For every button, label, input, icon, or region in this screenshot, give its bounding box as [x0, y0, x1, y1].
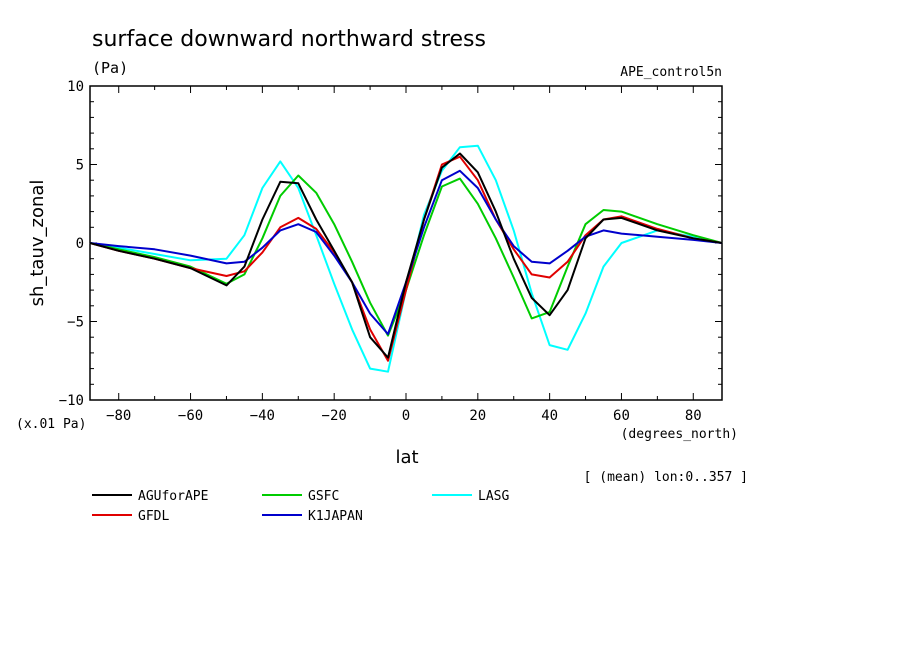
y-axis-label: sh_tauv_zonal [27, 180, 48, 307]
x-tick-label: 80 [685, 408, 702, 424]
x-tick-label: −40 [250, 408, 275, 424]
legend: AGUforAPE GFDL GSFC LASG K1JAPAN [92, 489, 509, 524]
series-line-gsfc [89, 174, 723, 337]
mean-note: [ (mean) lon:0..357 ] [584, 470, 748, 485]
legend-label-k1japan: K1JAPAN [308, 509, 363, 524]
run-label: APE_control5n [620, 65, 722, 80]
legend-label-gsfc: GSFC [308, 489, 339, 504]
x-tick-label: −60 [178, 408, 203, 424]
y-tick-label: 10 [67, 79, 84, 95]
x-tick-label: −20 [322, 408, 347, 424]
x-tick-label: −80 [106, 408, 131, 424]
chart-title: surface downward northward stress [92, 27, 486, 52]
y-tick-label: −5 [67, 315, 84, 331]
x-tick-label: 40 [541, 408, 558, 424]
series-line-aguforape [89, 152, 723, 359]
units-label: (Pa) [92, 59, 128, 77]
plot-area: −80 −60 −40 −20 0 20 40 60 80 −10 −5 0 5 10 [59, 79, 723, 424]
legend-label-aguforape: AGUforAPE [138, 489, 208, 504]
legend-label-lasg: LASG [478, 489, 509, 504]
x-axis-label: lat [395, 447, 418, 468]
x-tick-label: 20 [469, 408, 486, 424]
x-tick-label: 60 [613, 408, 630, 424]
y-tick-label: −10 [59, 393, 84, 409]
plot-frame [89, 85, 723, 401]
series-line-k1japan [89, 169, 723, 336]
x-tick-label: 0 [402, 408, 410, 424]
y-tick-label: 0 [76, 236, 84, 252]
legend-label-gfdl: GFDL [138, 509, 169, 524]
x-axis-units: (degrees_north) [621, 427, 738, 442]
y-tick-label: 5 [76, 158, 84, 174]
y-scale-note: (x.01 Pa) [16, 417, 86, 432]
series-line-lasg [89, 144, 723, 373]
